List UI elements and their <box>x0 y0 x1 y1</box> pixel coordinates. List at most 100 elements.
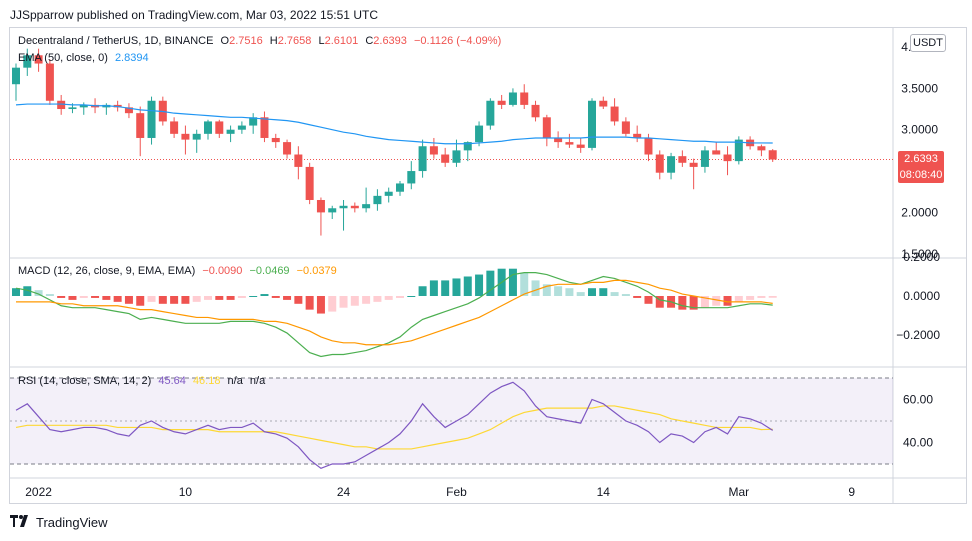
ema-label: EMA (50, close, 0) <box>18 52 108 64</box>
macd-histogram-bar <box>271 296 280 298</box>
rsi-na-2: n/a <box>249 375 266 387</box>
macd-histogram-bar <box>689 296 698 310</box>
macd-histogram-bar <box>192 296 201 302</box>
candle-body <box>621 121 630 134</box>
candle-body <box>497 100 506 105</box>
macd-histogram-bar <box>746 296 755 300</box>
rsi-ma-line <box>15 405 773 450</box>
macd-histogram-bar <box>712 296 721 306</box>
macd-histogram-bar <box>181 296 190 304</box>
macd-histogram-bar <box>204 296 212 300</box>
macd-line-value: −0.0469 <box>249 265 290 277</box>
time-tick-label: 9 <box>848 485 855 499</box>
candle-body <box>599 100 608 107</box>
macd-histogram-bar <box>441 280 450 296</box>
candle-body <box>316 199 325 213</box>
candle-body <box>441 154 450 163</box>
macd-histogram-bar <box>23 286 32 296</box>
macd-histogram-bar <box>508 268 517 296</box>
last-price-value: 2.6393 <box>904 153 938 165</box>
price-tick-label: 3.5000 <box>901 81 938 95</box>
macd-histogram-bar <box>757 296 766 298</box>
macd-histogram-bar <box>226 296 235 300</box>
ema-value: 2.8394 <box>114 52 149 64</box>
macd-histogram-bar <box>283 296 292 300</box>
macd-histogram-bar <box>678 296 687 310</box>
candle-body <box>350 205 359 209</box>
macd-legend: MACD (12, 26, close, 9, EMA, EMA) −0.009… <box>18 265 341 277</box>
change-value: −0.1126 (−4.09%) <box>413 35 502 47</box>
footer-brand: TradingView <box>36 515 108 530</box>
rsi-label: RSI (14, close, SMA, 14, 2) <box>18 375 152 387</box>
macd-histogram-bar <box>124 296 133 304</box>
candle-body <box>463 142 472 151</box>
footer: TradingView <box>10 515 108 530</box>
low-value: 2.6101 <box>324 35 359 47</box>
macd-histogram-bar <box>633 296 642 298</box>
ema-legend: EMA (50, close, 0) 2.8394 <box>18 52 153 64</box>
last-price-badge: 2.6393 08:08:40 <box>898 151 944 183</box>
macd-histogram-bar <box>565 288 574 296</box>
candle-body <box>407 171 416 184</box>
candle-body <box>757 146 766 151</box>
candle-body <box>418 146 427 172</box>
candle-body <box>734 139 743 162</box>
candle-body <box>237 125 246 130</box>
time-tick-label: Feb <box>446 485 467 499</box>
candle-body <box>633 133 642 138</box>
macd-histogram-bar <box>768 296 777 298</box>
candle-body <box>170 121 179 134</box>
macd-line <box>15 272 773 358</box>
macd-histogram-bar <box>362 296 371 304</box>
candle-body <box>192 133 201 140</box>
macd-histogram-bar <box>237 296 246 298</box>
candle-body <box>328 208 337 213</box>
rsi-ma-value: 46.18 <box>192 375 221 387</box>
macd-histogram-bar <box>158 296 167 304</box>
rsi-tick-label: 60.00 <box>903 393 933 407</box>
candle-body <box>644 137 653 155</box>
macd-histogram-bar <box>215 296 224 300</box>
macd-histogram-bar <box>407 296 416 297</box>
publish-header: JJSpparrow published on TradingView.com,… <box>10 8 378 22</box>
candle-body <box>305 166 314 200</box>
candle-body <box>226 129 235 134</box>
macd-histogram-bar <box>452 278 461 296</box>
candle-body <box>678 156 687 163</box>
high-label: H <box>269 35 278 47</box>
rsi-value: 45.64 <box>158 375 186 387</box>
macd-signal-line <box>16 279 773 346</box>
time-tick-label: Mar <box>728 485 749 499</box>
time-tick-label: 14 <box>597 485 611 499</box>
time-tick-label: 10 <box>179 485 193 499</box>
macd-histogram-bar <box>350 296 359 306</box>
macd-histogram-bar <box>147 296 156 302</box>
close-value: 2.6393 <box>373 35 407 47</box>
candle-body <box>339 205 348 209</box>
macd-histogram-bar <box>79 296 88 298</box>
currency-button[interactable]: USDT <box>910 34 946 52</box>
macd-hist-value: −0.0090 <box>202 265 243 277</box>
candle-body <box>260 117 269 138</box>
candle-body <box>45 63 54 101</box>
macd-histogram-bar <box>396 296 404 298</box>
candle-body <box>452 150 461 163</box>
macd-histogram-bar <box>463 276 472 296</box>
macd-histogram-bar <box>373 296 382 302</box>
macd-tick-label: −0.2000 <box>896 328 940 342</box>
candle-body <box>136 113 145 138</box>
macd-histogram-bar <box>102 296 111 300</box>
macd-histogram-bar <box>429 280 438 296</box>
macd-histogram-bar <box>316 296 325 314</box>
candle-body <box>700 150 709 167</box>
candle-body <box>124 107 133 114</box>
low-label: L <box>318 35 325 47</box>
candle-body <box>712 150 721 155</box>
candle-body <box>768 150 777 160</box>
candle-body <box>294 154 303 167</box>
macd-histogram-bar <box>520 272 529 296</box>
candle-body <box>34 55 43 64</box>
macd-histogram-bar <box>136 296 145 306</box>
candle-body <box>271 137 280 143</box>
candle-body <box>610 106 619 122</box>
